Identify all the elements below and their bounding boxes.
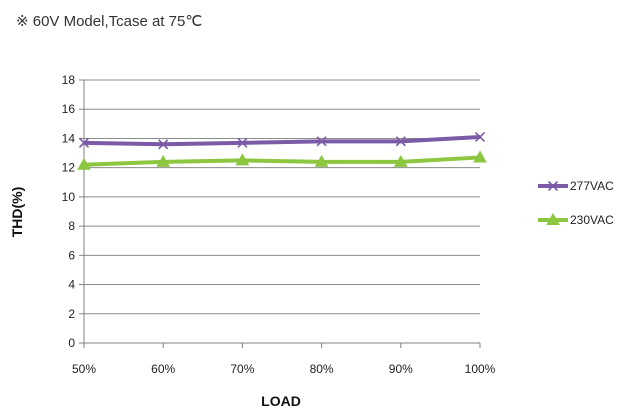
y-tick-label: 12 xyxy=(62,161,76,175)
x-axis-title: LOAD xyxy=(261,393,301,409)
y-tick-label: 0 xyxy=(68,336,75,350)
legend-marker xyxy=(547,180,559,192)
series-277vac xyxy=(78,131,486,150)
series-line-230vac xyxy=(83,155,481,167)
data-point-277vac xyxy=(316,136,327,147)
legend-label: 230VAC xyxy=(570,213,614,227)
data-point-230vac xyxy=(156,154,171,167)
legend: 277VAC 230VAC xyxy=(538,179,614,227)
data-point-277vac xyxy=(237,137,248,148)
legend-marker xyxy=(546,212,560,225)
data-point-277vac xyxy=(78,137,90,148)
data-point-230vac xyxy=(314,154,329,167)
legend-item-277vac: 277VAC xyxy=(538,179,614,193)
data-point-230vac xyxy=(473,150,487,163)
legend-item-230vac: 230VAC xyxy=(538,212,614,227)
y-tick-label: 4 xyxy=(68,278,75,292)
data-point-230vac xyxy=(235,153,250,166)
x-tick-label: 80% xyxy=(310,362,334,376)
x-tick-label: 90% xyxy=(389,362,413,376)
x-tick-labels: 50% 60% 70% 80% 90% 100% xyxy=(72,362,496,376)
data-point-277vac xyxy=(474,131,486,143)
chart-note: ※ 60V Model,Tcase at 75℃ xyxy=(16,13,202,30)
x-tick-label: 50% xyxy=(72,362,96,376)
series-230vac xyxy=(77,150,487,170)
y-tick-labels: 0 2 4 6 8 10 12 14 16 18 xyxy=(62,73,76,350)
x-tick-label: 100% xyxy=(465,362,496,376)
legend-label: 277VAC xyxy=(570,179,614,193)
y-tick-label: 16 xyxy=(62,102,76,116)
y-tick-label: 14 xyxy=(62,131,76,145)
data-point-277vac xyxy=(395,136,406,147)
data-point-230vac xyxy=(393,154,408,167)
y-tick-label: 2 xyxy=(68,307,75,321)
y-tick-label: 10 xyxy=(62,190,76,204)
series-line-277vac xyxy=(83,134,481,147)
y-tick-label: 18 xyxy=(62,73,76,87)
x-tick-label: 70% xyxy=(230,362,254,376)
gridlines xyxy=(84,79,480,315)
y-axis-title: THD(%) xyxy=(9,187,25,238)
y-tick-label: 6 xyxy=(68,248,75,262)
axes xyxy=(79,79,481,348)
data-point-230vac xyxy=(77,157,91,170)
x-tick-label: 60% xyxy=(151,362,175,376)
y-tick-label: 8 xyxy=(68,219,75,233)
data-point-277vac xyxy=(158,139,169,150)
data-series xyxy=(77,131,487,170)
